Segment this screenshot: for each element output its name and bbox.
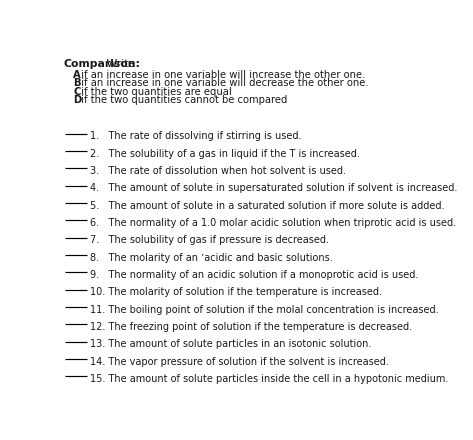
Text: Write: Write bbox=[103, 59, 136, 69]
Text: 10. The molarity of solution if the temperature is increased.: 10. The molarity of solution if the temp… bbox=[90, 287, 382, 297]
Text: if an increase in one variable will decrease the other one.: if an increase in one variable will decr… bbox=[78, 78, 368, 88]
Text: C: C bbox=[73, 87, 80, 97]
Text: 11. The boiling point of solution if the molal concentration is increased.: 11. The boiling point of solution if the… bbox=[90, 304, 439, 315]
Text: 14. The vapor pressure of solution if the solvent is increased.: 14. The vapor pressure of solution if th… bbox=[90, 356, 389, 367]
Text: 7.   The solubility of gas if pressure is decreased.: 7. The solubility of gas if pressure is … bbox=[90, 235, 329, 245]
Text: 4.   The amount of solute in supersaturated solution if solvent is increased.: 4. The amount of solute in supersaturate… bbox=[90, 183, 457, 193]
Text: B: B bbox=[73, 78, 80, 88]
Text: if an increase in one variable will increase the other one.: if an increase in one variable will incr… bbox=[78, 70, 365, 80]
Text: A: A bbox=[73, 70, 81, 80]
Text: 9.   The normality of an acidic solution if a monoprotic acid is used.: 9. The normality of an acidic solution i… bbox=[90, 270, 419, 280]
Text: 8.   The molarity of an ʼacidic and basic solutions.: 8. The molarity of an ʼacidic and basic … bbox=[90, 253, 333, 263]
Text: 5.   The amount of solute in a saturated solution if more solute is added.: 5. The amount of solute in a saturated s… bbox=[90, 201, 445, 211]
Text: D: D bbox=[73, 95, 81, 105]
Text: 6.   The normality of a 1.0 molar acidic solution when triprotic acid is used.: 6. The normality of a 1.0 molar acidic s… bbox=[90, 218, 456, 228]
Text: 3.   The rate of dissolution when hot solvent is used.: 3. The rate of dissolution when hot solv… bbox=[90, 166, 346, 176]
Text: if the two quantities cannot be compared: if the two quantities cannot be compared bbox=[78, 95, 287, 105]
Text: 2.   The solubility of a gas in liquid if the T is increased.: 2. The solubility of a gas in liquid if … bbox=[90, 149, 360, 159]
Text: 13. The amount of solute particles in an isotonic solution.: 13. The amount of solute particles in an… bbox=[90, 339, 371, 349]
Text: 1.   The rate of dissolving if stirring is used.: 1. The rate of dissolving if stirring is… bbox=[90, 131, 302, 141]
Text: if the two quantities are equal: if the two quantities are equal bbox=[78, 87, 231, 97]
Text: 12. The freezing point of solution if the temperature is decreased.: 12. The freezing point of solution if th… bbox=[90, 322, 412, 332]
Text: Comparison:: Comparison: bbox=[63, 59, 140, 69]
Text: 15. The amount of solute particles inside the cell in a hypotonic medium.: 15. The amount of solute particles insid… bbox=[90, 374, 448, 384]
